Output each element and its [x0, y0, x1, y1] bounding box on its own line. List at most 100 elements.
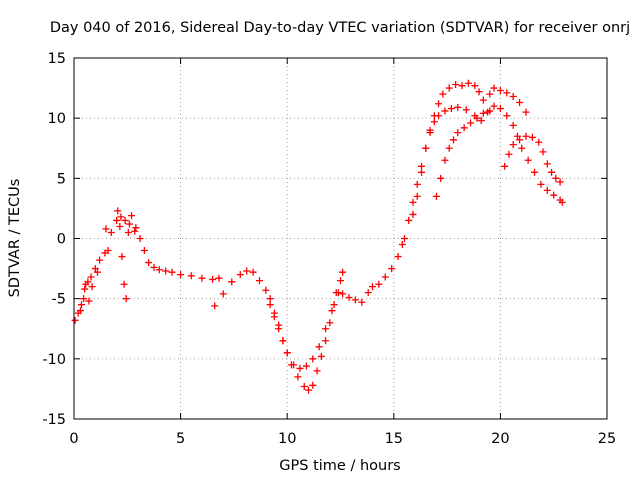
data-point-marker	[136, 235, 144, 242]
data-point-marker	[322, 325, 330, 333]
data-point-marker	[364, 289, 372, 297]
data-point-marker	[300, 383, 308, 391]
y-tick-label: -15	[42, 412, 66, 428]
data-point-marker	[339, 268, 347, 276]
data-point-marker	[93, 268, 101, 276]
y-tick-label: 10	[48, 111, 66, 127]
data-point-marker	[82, 280, 90, 288]
data-point-marker	[556, 178, 564, 186]
data-point-marker	[198, 274, 206, 282]
data-point-marker	[255, 277, 263, 285]
data-point-marker	[543, 186, 551, 194]
data-point-marker	[262, 286, 270, 294]
y-axis-label: SDTVAR / TECUs	[7, 179, 23, 298]
data-point-marker	[351, 296, 359, 304]
x-tick-label: 25	[598, 431, 616, 447]
data-point-marker	[332, 289, 340, 297]
data-point-marker	[524, 156, 532, 164]
data-point-marker	[509, 93, 517, 101]
data-point-marker	[432, 192, 440, 200]
data-point-marker	[330, 301, 338, 309]
data-point-marker	[381, 273, 389, 281]
series-track-c	[266, 268, 347, 372]
y-tick-label: 15	[48, 51, 66, 67]
data-point-marker	[552, 174, 560, 182]
data-point-marker	[398, 241, 406, 249]
data-point-marker	[236, 271, 244, 279]
data-point-marker	[305, 386, 313, 394]
data-point-marker	[430, 118, 438, 126]
data-point-marker	[409, 198, 417, 206]
data-point-marker	[516, 136, 524, 144]
data-point-marker	[150, 263, 158, 271]
data-point-marker	[409, 210, 417, 218]
axis-ticks	[73, 57, 608, 420]
data-point-marker	[503, 112, 511, 120]
data-point-marker	[454, 103, 462, 111]
data-point-marker	[113, 216, 121, 224]
data-point-marker	[405, 216, 413, 224]
data-point-marker	[122, 295, 130, 303]
x-tick-label: 0	[69, 431, 78, 447]
data-point-marker	[296, 364, 304, 372]
data-point-marker	[266, 295, 274, 303]
data-point-marker	[128, 212, 136, 220]
data-point-marker	[490, 102, 498, 110]
data-point-marker	[422, 144, 430, 152]
data-point-marker	[114, 207, 122, 215]
data-point-marker	[437, 174, 445, 182]
data-point-marker	[117, 213, 125, 221]
data-point-marker	[302, 362, 310, 370]
data-point-marker	[215, 274, 223, 282]
data-point-marker	[394, 253, 402, 261]
data-point-marker	[558, 198, 566, 206]
data-point-marker	[531, 168, 539, 176]
data-point-marker	[294, 373, 302, 381]
data-point-marker	[454, 129, 462, 137]
data-point-marker	[462, 106, 470, 114]
series-track-e	[409, 102, 566, 218]
data-point-marker	[490, 84, 498, 92]
x-tick-label: 15	[385, 431, 403, 447]
data-point-marker	[445, 144, 453, 152]
data-point-marker	[388, 265, 396, 273]
data-point-marker	[155, 266, 163, 274]
data-point-marker	[513, 132, 521, 140]
data-point-marker	[145, 259, 153, 267]
data-point-marker	[535, 138, 543, 146]
data-point-marker	[211, 302, 219, 310]
data-point-marker	[125, 220, 133, 228]
data-point-marker	[87, 273, 95, 281]
data-point-marker	[243, 267, 251, 275]
data-point-marker	[522, 132, 530, 140]
data-point-marker	[309, 355, 317, 363]
data-point-marker	[543, 160, 551, 168]
data-point-marker	[118, 253, 126, 261]
data-point-marker	[447, 105, 455, 113]
data-point-marker	[509, 121, 517, 129]
data-point-marker	[322, 337, 330, 345]
tick-labels: 0 5 10 15 20 25 -15 -10 -5 0 5 10 15	[42, 51, 616, 447]
data-point-marker	[328, 307, 336, 315]
series-track-a-spikes	[76, 207, 140, 315]
data-point-marker	[140, 247, 148, 255]
data-point-marker	[460, 124, 468, 132]
data-point-marker	[368, 283, 376, 291]
y-tick-label: 0	[57, 232, 66, 248]
data-point-marker	[132, 224, 140, 232]
data-point-marker	[441, 156, 449, 164]
data-point-marker	[102, 225, 110, 233]
data-point-marker	[219, 290, 227, 298]
data-point-marker	[445, 84, 453, 92]
data-point-marker	[479, 96, 487, 104]
data-point-marker	[375, 280, 383, 288]
data-point-marker	[475, 88, 483, 96]
data-point-marker	[435, 112, 443, 120]
data-point-marker	[71, 316, 79, 324]
data-point-marker	[550, 191, 558, 199]
data-point-marker	[400, 235, 408, 242]
data-point-marker	[505, 150, 513, 158]
series-track-a	[71, 213, 223, 324]
x-tick-label: 10	[278, 431, 296, 447]
data-point-marker	[418, 162, 426, 170]
